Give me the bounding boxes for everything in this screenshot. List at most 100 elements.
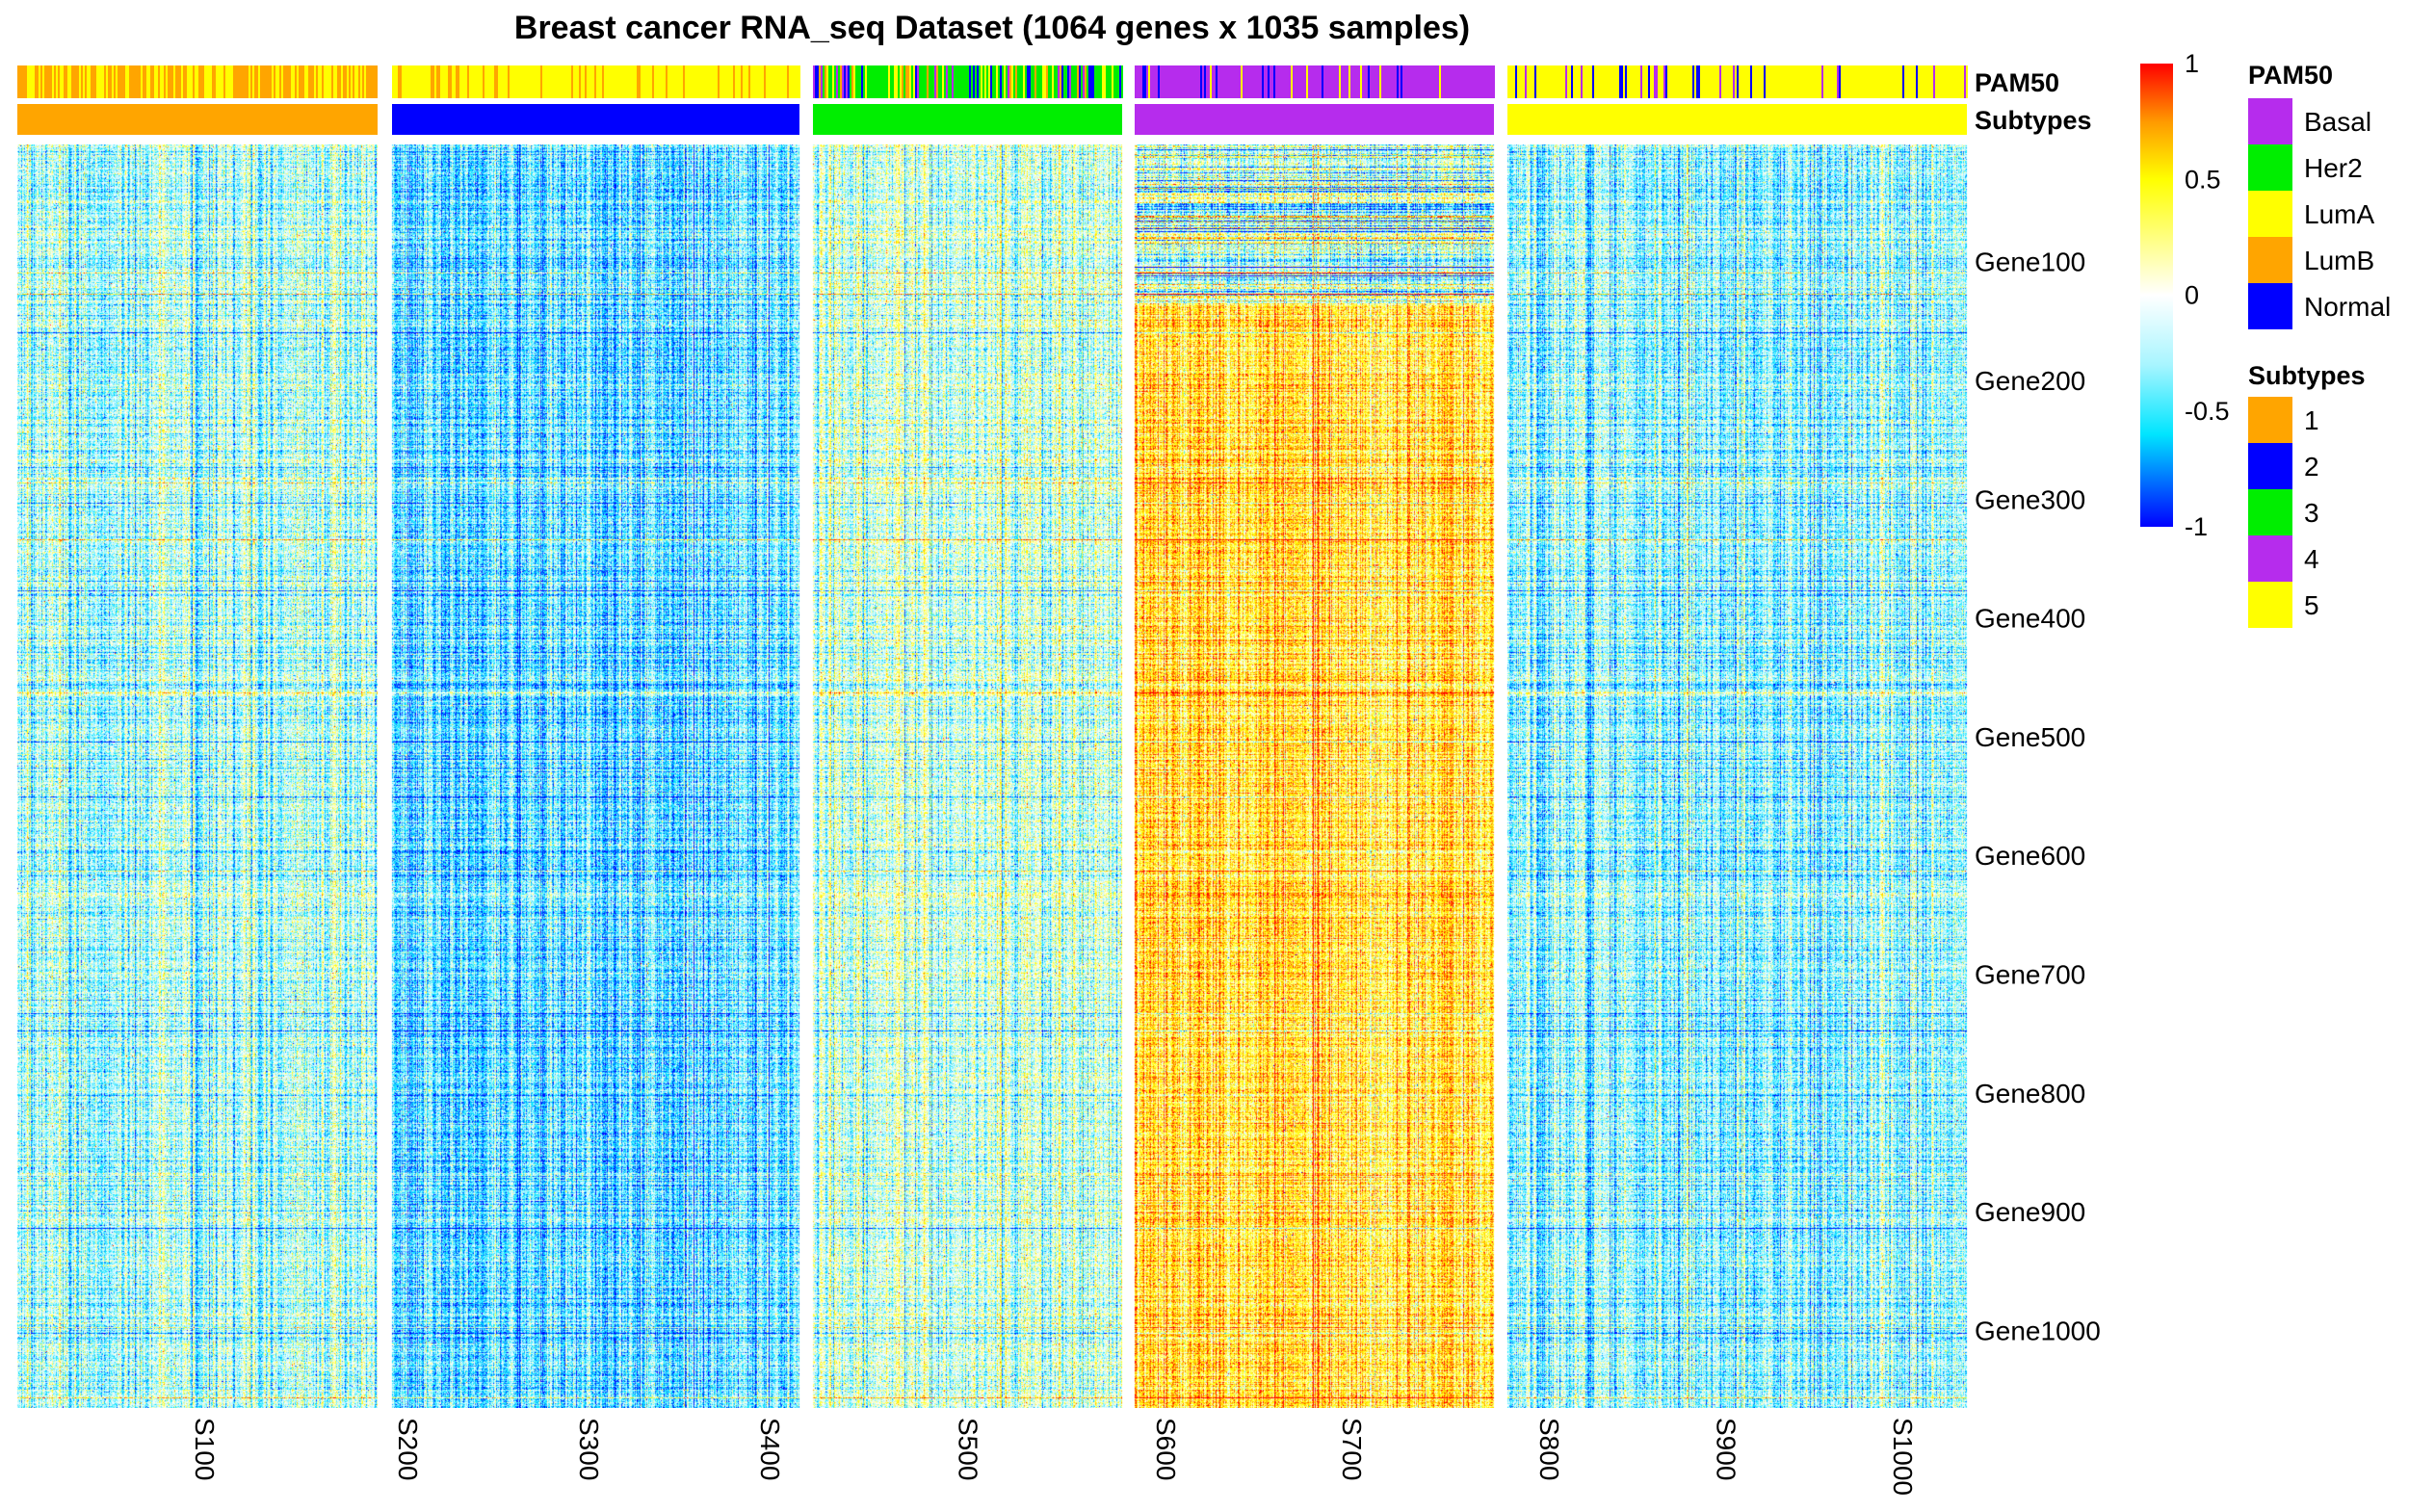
pam50-sample-mark <box>370 65 372 98</box>
pam50-sample-mark <box>581 65 583 98</box>
pam50-sample-mark <box>877 65 878 98</box>
pam50-sample-mark <box>1208 65 1210 98</box>
pam50-sample-mark <box>324 65 326 98</box>
pam50-sample-mark <box>1069 65 1071 98</box>
subtype-block-2 <box>392 104 799 135</box>
pam50-sample-mark <box>220 65 222 98</box>
pam50-sample-mark <box>956 65 957 98</box>
pam50-sample-mark <box>521 65 523 98</box>
pam50-sample-mark <box>1777 65 1779 98</box>
pam50-sample-mark <box>208 65 210 98</box>
pam50-sample-mark <box>1387 65 1389 98</box>
pam50-sample-mark <box>706 65 708 98</box>
pam50-sample-mark <box>1383 65 1385 98</box>
pam50-sample-mark <box>1717 65 1719 98</box>
pam50-sample-mark <box>23 65 25 98</box>
pam50-sample-mark <box>1534 65 1536 98</box>
pam50-sample-mark <box>1862 65 1864 98</box>
pam50-sample-mark <box>1584 65 1586 98</box>
pam50-sample-mark <box>1737 65 1739 98</box>
pam50-sample-mark <box>821 65 823 98</box>
pam50-sample-mark <box>1573 65 1575 98</box>
pam50-sample-mark <box>1331 65 1333 98</box>
pam50-sample-mark <box>1375 65 1377 98</box>
pam50-sample-mark <box>100 65 102 98</box>
pam50-sample-mark <box>1437 65 1439 98</box>
pam50-sample-mark <box>275 65 277 98</box>
pam50-sample-mark <box>245 65 247 98</box>
pam50-sample-mark <box>1100 65 1102 98</box>
pam50-sample-mark <box>1966 65 1968 98</box>
pam50-sample-mark <box>842 65 844 98</box>
pam50-sample-mark <box>938 65 940 98</box>
pam50-sample-mark <box>333 65 335 98</box>
pam50-sample-mark <box>633 65 635 98</box>
pam50-sample-mark <box>745 65 746 98</box>
pam50-sample-mark <box>1250 65 1252 98</box>
pam50-sample-mark <box>129 65 131 98</box>
pam50-sample-mark <box>984 65 986 98</box>
pam50-sample-mark <box>637 65 639 98</box>
pam50-sample-mark <box>737 65 739 98</box>
pam50-sample-mark <box>479 65 481 98</box>
pam50-sample-mark <box>1210 65 1212 98</box>
pam50-sample-mark <box>1395 65 1397 98</box>
pam50-sample-mark <box>1806 65 1808 98</box>
pam50-sample-mark <box>772 65 773 98</box>
pam50-sample-mark <box>1011 65 1013 98</box>
pam50-sample-mark <box>1812 65 1814 98</box>
pam50-sample-mark <box>148 65 150 98</box>
pam50-sample-mark <box>506 65 508 98</box>
pam50-sample-mark <box>1800 65 1802 98</box>
pam50-sample-mark <box>1642 65 1644 98</box>
pam50-sample-mark <box>1604 65 1606 98</box>
pam50-sample-mark <box>828 65 830 98</box>
pam50-sample-mark <box>741 65 743 98</box>
pam50-sample-mark <box>1594 65 1596 98</box>
pam50-sample-mark <box>1550 65 1552 98</box>
pam50-sample-mark <box>873 65 875 98</box>
subtype-legend-item-label: 1 <box>2304 405 2319 435</box>
pam50-sample-mark <box>1262 65 1264 98</box>
pam50-sample-mark <box>869 65 871 98</box>
pam50-sample-mark <box>590 65 592 98</box>
pam50-sample-mark <box>1150 65 1152 98</box>
pam50-sample-mark <box>838 65 840 98</box>
pam50-sample-mark <box>589 65 590 98</box>
pam50-sample-mark <box>301 65 302 98</box>
pam50-sample-mark <box>1458 65 1460 98</box>
pam50-sample-mark <box>1061 65 1063 98</box>
pam50-sample-mark <box>508 65 510 98</box>
subtype-block-3 <box>813 104 1122 135</box>
pam50-sample-mark <box>1300 65 1302 98</box>
pam50-sample-mark <box>1327 65 1329 98</box>
pam50-sample-mark <box>1673 65 1675 98</box>
pam50-sample-mark <box>406 65 407 98</box>
pam50-sample-mark <box>1860 65 1862 98</box>
pam50-sample-mark <box>1196 65 1198 98</box>
col-tick-label: S1000 <box>1888 1418 1918 1496</box>
pam50-sample-mark <box>519 65 521 98</box>
pam50-sample-mark <box>1046 65 1048 98</box>
pam50-sample-mark <box>785 65 787 98</box>
pam50-sample-mark <box>1846 65 1848 98</box>
pam50-sample-mark <box>237 65 239 98</box>
pam50-sample-mark <box>1036 65 1038 98</box>
pam50-sample-mark <box>1214 65 1216 98</box>
pam50-sample-mark <box>1426 65 1427 98</box>
pam50-sample-mark <box>465 65 467 98</box>
pam50-sample-mark <box>650 65 652 98</box>
pam50-sample-mark <box>1725 65 1727 98</box>
pam50-sample-mark <box>1704 65 1706 98</box>
pam50-sample-mark <box>777 65 779 98</box>
pam50-sample-mark <box>193 65 195 98</box>
pam50-sample-mark <box>1637 65 1638 98</box>
col-tick-label: S900 <box>1711 1418 1741 1480</box>
pam50-sample-mark <box>79 65 81 98</box>
pam50-sample-mark <box>175 65 177 98</box>
colorbar-tick-label: 1 <box>2185 49 2199 78</box>
pam50-sample-mark <box>1883 65 1885 98</box>
pam50-sample-mark <box>654 65 656 98</box>
pam50-sample-mark <box>535 65 537 98</box>
pam50-row-label: PAM50 <box>1975 68 2059 97</box>
